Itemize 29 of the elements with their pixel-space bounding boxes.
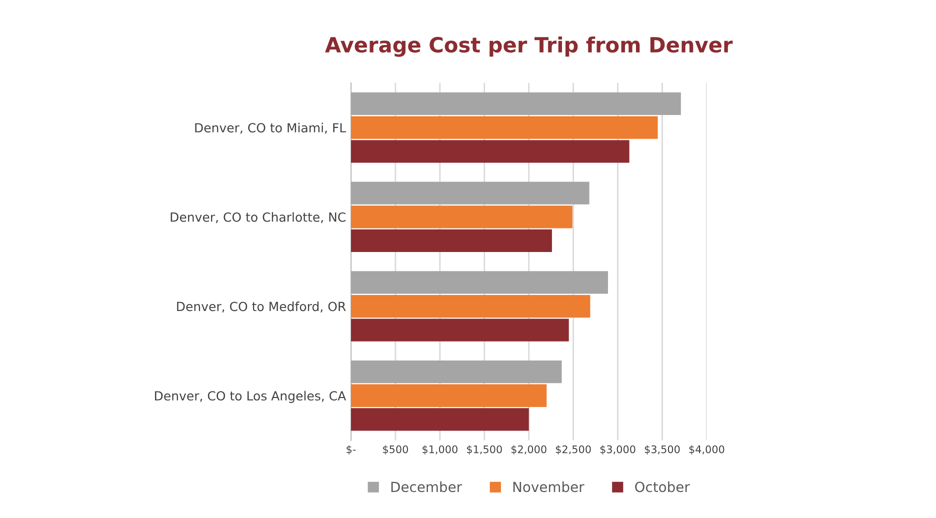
x-tick-label: $4,000 — [689, 445, 724, 455]
bar — [351, 182, 590, 204]
legend-label: October — [635, 481, 690, 492]
legend-label: November — [513, 481, 584, 492]
bar — [351, 116, 658, 139]
bar — [351, 140, 630, 163]
x-tick-label: $3,000 — [600, 445, 636, 455]
bar — [351, 271, 608, 294]
x-tick-label: $2,000 — [511, 445, 546, 455]
y-tick-label: Denver, CO to Miami, FL — [195, 122, 346, 134]
legend-label: December — [391, 481, 462, 492]
bar — [351, 229, 552, 252]
x-tick-label: $2,500 — [556, 445, 591, 455]
x-tick-label: $- — [346, 445, 356, 455]
x-tick-label: $500 — [383, 445, 408, 455]
bar — [351, 206, 572, 228]
bar — [351, 318, 569, 342]
bar — [351, 384, 547, 407]
y-tick-label: Denver, CO to Los Angeles, CA — [155, 390, 346, 403]
chart-title: Average Cost per Trip from Denver — [325, 36, 733, 57]
bar — [351, 360, 562, 384]
y-tick-label: Denver, CO to Medford, OR — [177, 302, 346, 312]
x-tick-label: $1,500 — [467, 445, 502, 455]
bar — [351, 294, 590, 318]
bar — [351, 92, 681, 116]
y-tick-label: Denver, CO to Charlotte, NC — [170, 212, 346, 224]
x-tick-label: $3,500 — [644, 445, 680, 455]
bar — [351, 408, 529, 431]
x-tick-label: $1,000 — [422, 445, 458, 455]
